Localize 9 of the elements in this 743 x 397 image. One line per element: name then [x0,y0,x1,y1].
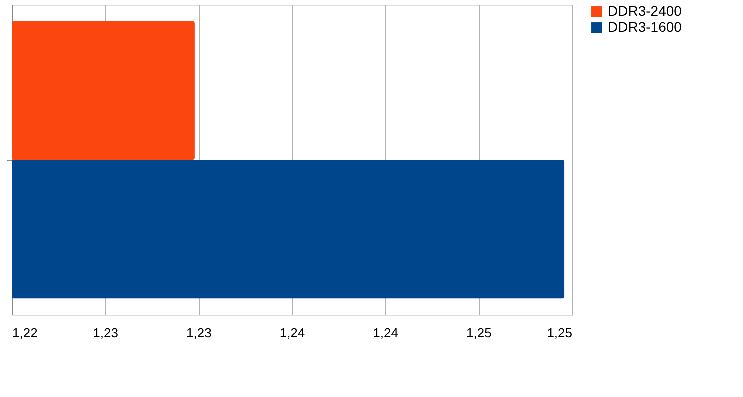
legend-label: DDR3-1600 [608,19,682,35]
x-tick-label: 1,25 [547,326,572,340]
x-tick-label: 1,25 [466,326,492,340]
x-tick-label: 1,23 [93,326,118,340]
legend-label: DDR3-2400 [608,3,682,19]
x-tick-label: 1,24 [373,326,398,340]
x-tick-label: 1,24 [280,326,306,340]
x-tick-label: 1,23 [186,326,212,340]
x-tick-label: 1,22 [12,326,38,340]
